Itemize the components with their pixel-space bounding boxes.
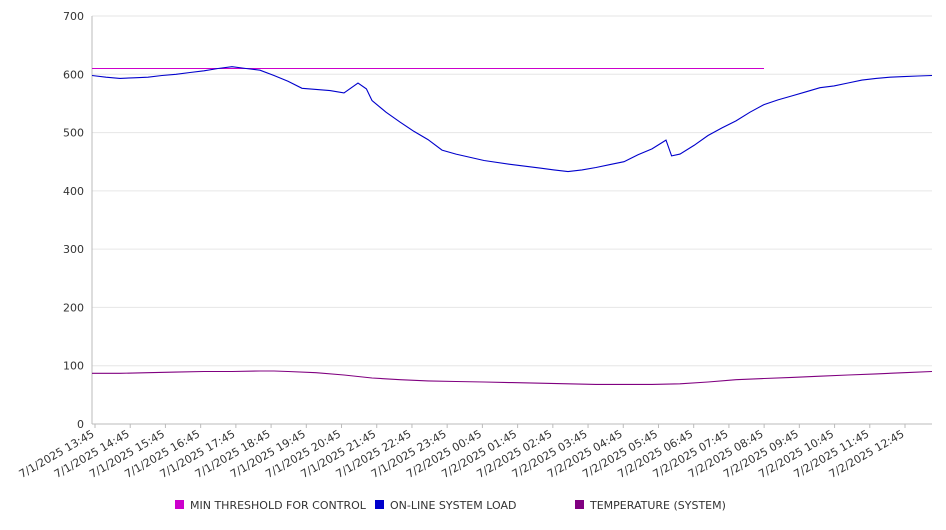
y-tick-label: 200 <box>63 301 84 314</box>
y-tick-label: 300 <box>63 243 84 256</box>
y-tick-label: 500 <box>63 127 84 140</box>
grid <box>92 15 932 425</box>
legend-swatch <box>575 500 584 509</box>
series <box>91 66 933 385</box>
legend: MIN THRESHOLD FOR CONTROL ON-LINE SYSTEM … <box>175 499 726 512</box>
legend-label: ON-LINE SYSTEM LOAD <box>390 499 516 512</box>
series-line-2 <box>92 370 933 385</box>
y-tick-label: 400 <box>63 185 84 198</box>
legend-label: MIN THRESHOLD FOR CONTROL <box>190 499 367 512</box>
y-tick-label: 700 <box>63 10 84 23</box>
legend-label: TEMPERATURE (SYSTEM) <box>589 499 726 512</box>
y-tick-label: 600 <box>63 68 84 81</box>
series-line-1 <box>91 66 933 173</box>
legend-swatch <box>375 500 384 509</box>
y-tick-label: 0 <box>77 418 84 431</box>
legend-swatch <box>175 500 184 509</box>
y-tick-label: 100 <box>63 360 84 373</box>
